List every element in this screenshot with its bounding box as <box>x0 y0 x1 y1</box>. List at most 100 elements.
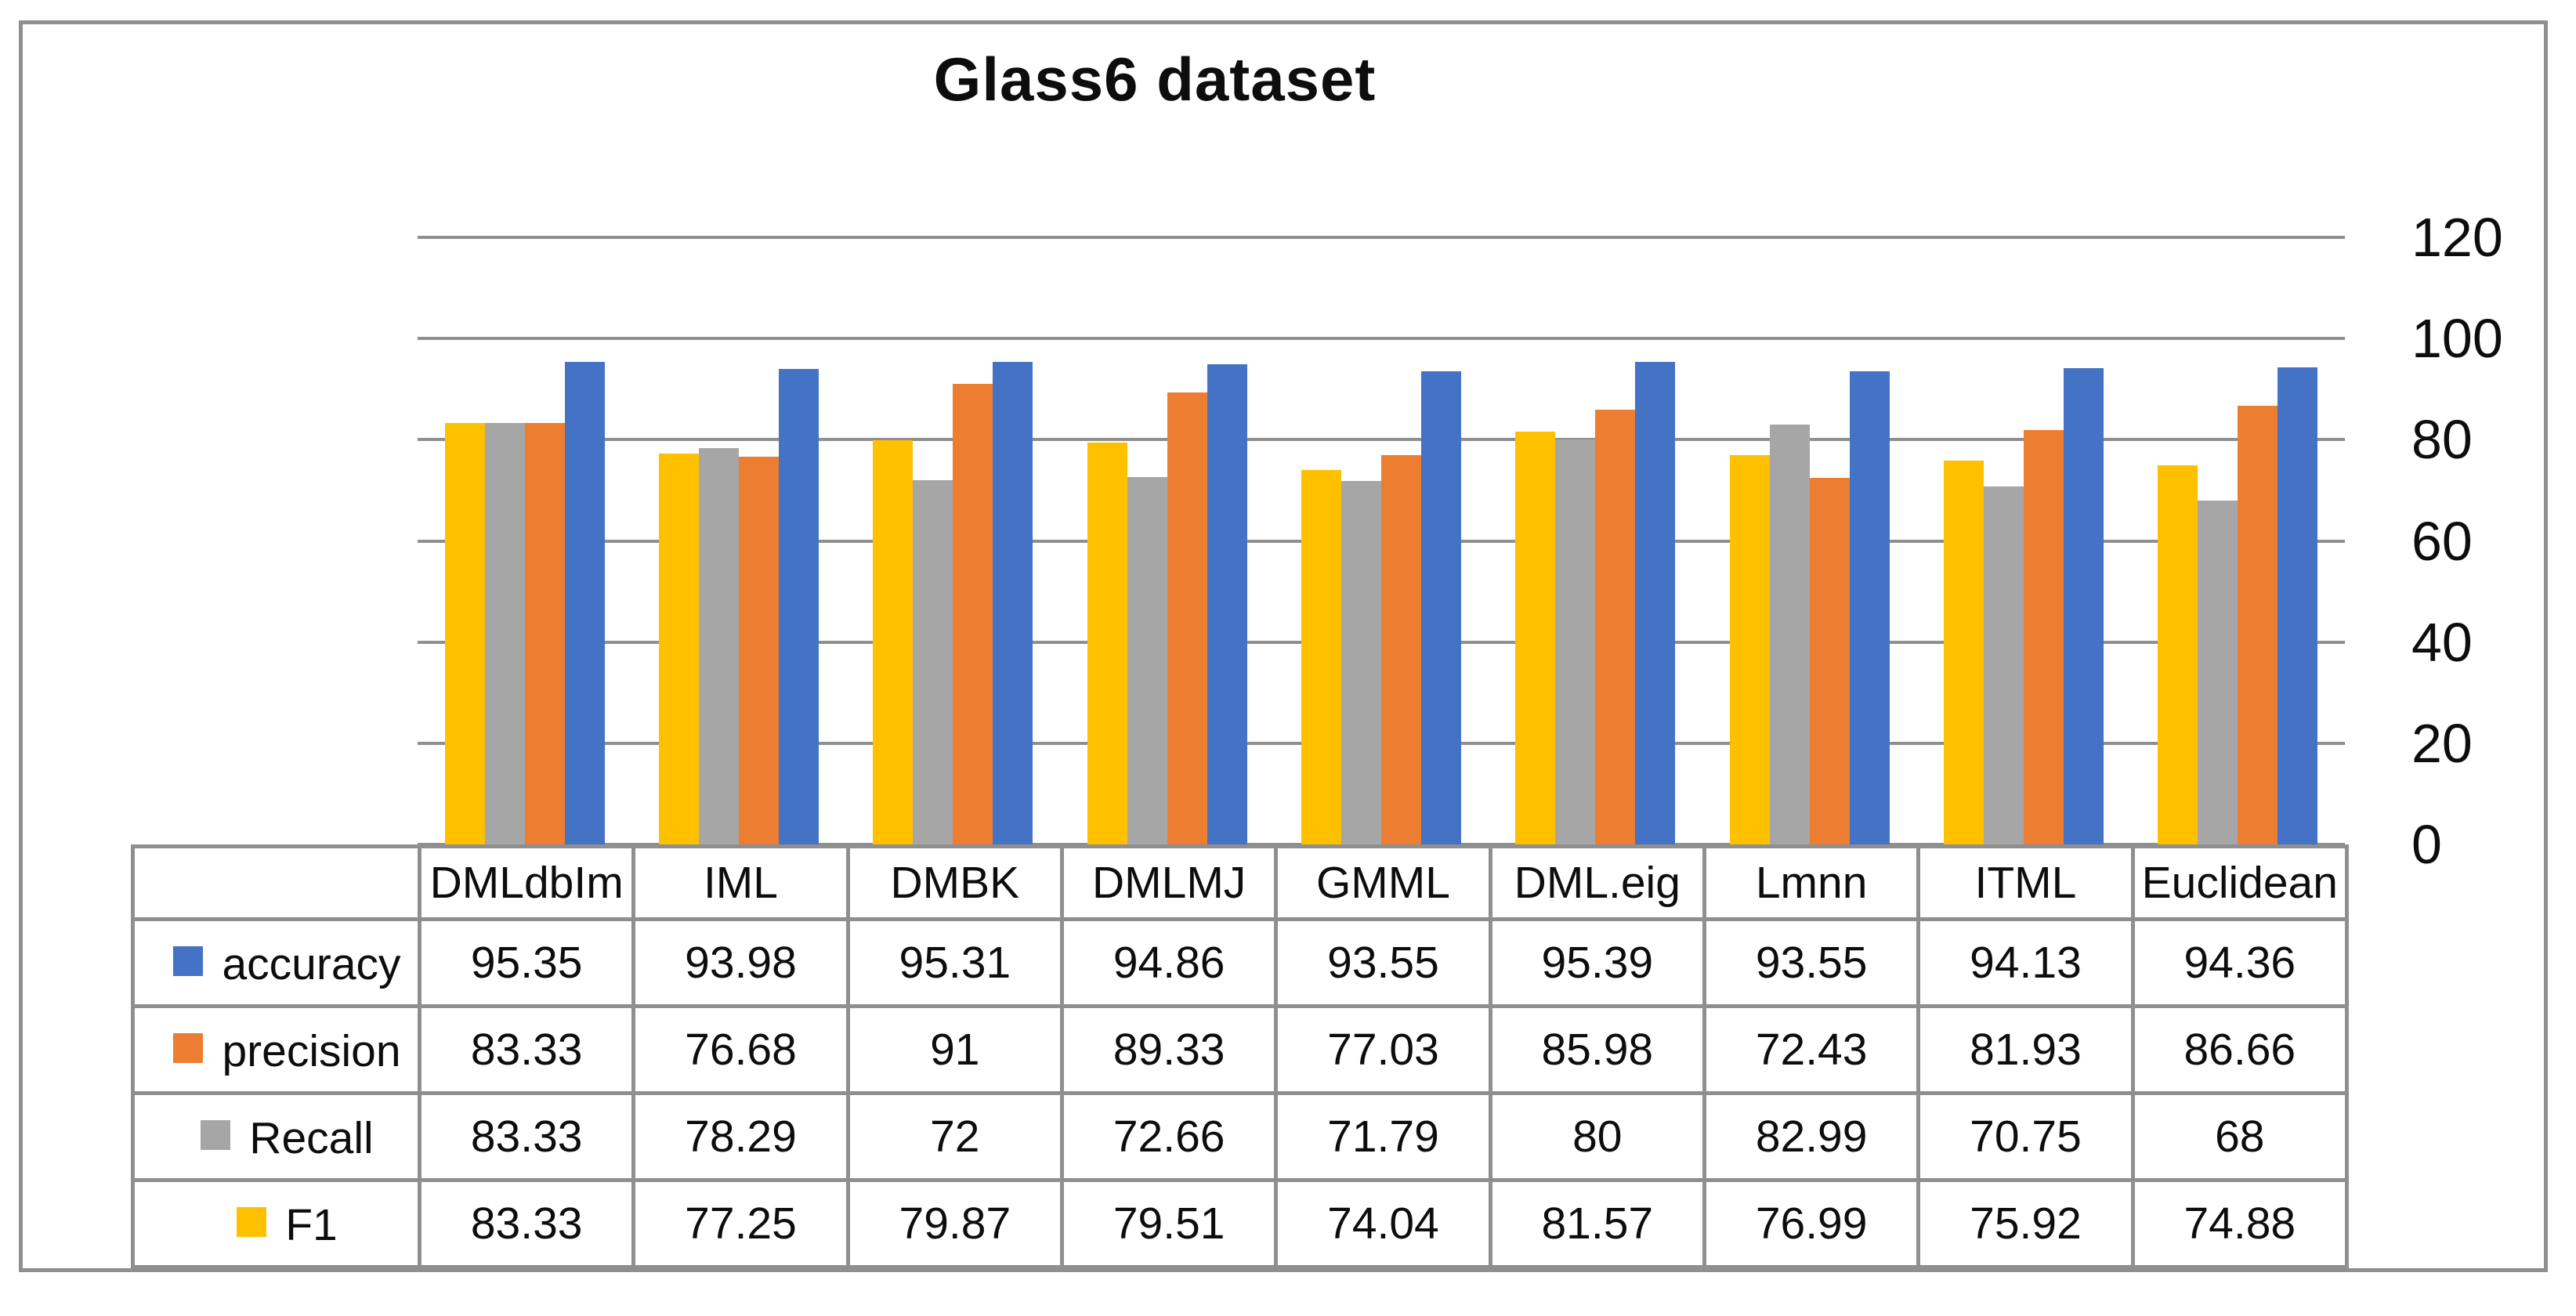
value-cell: 83.33 <box>417 1004 636 1095</box>
value-cell: 94.36 <box>2130 917 2349 1008</box>
Recall-bar <box>698 448 739 844</box>
value-cell: 91 <box>845 1004 1064 1095</box>
legend-cell-Recall: Recall <box>131 1091 421 1182</box>
y-tick-label: 60 <box>2411 510 2473 572</box>
value-cell: 70.75 <box>1916 1091 2135 1182</box>
plot-area <box>418 236 2345 846</box>
accuracy-bar <box>2063 368 2104 844</box>
F1-bar <box>1087 442 1127 844</box>
value-cell: 94.13 <box>1916 917 2135 1008</box>
gridline-0 <box>418 843 2345 846</box>
precision-bar <box>1380 454 1421 844</box>
legend-cell-accuracy: accuracy <box>131 917 421 1008</box>
category-cell: DML.eig <box>1488 844 1706 921</box>
accuracy-bar <box>564 362 605 844</box>
bar-group-DMBK <box>846 237 1060 844</box>
F1-bar <box>873 440 914 844</box>
accuracy-bar <box>993 362 1033 844</box>
y-tick-label: 0 <box>2411 814 2442 875</box>
bars-layer <box>418 237 2345 844</box>
value-cell: 74.88 <box>2130 1178 2349 1269</box>
y-tick-label: 20 <box>2411 712 2473 774</box>
F1-bar <box>2158 465 2198 844</box>
precision-bar <box>1167 392 1207 844</box>
series-row-F1: F1 83.33 77.25 79.87 79.51 74.04 81.57 76.99 75.… <box>131 1178 2349 1269</box>
value-cell: 78.29 <box>631 1091 850 1182</box>
y-tick-label: 40 <box>2411 611 2473 673</box>
Recall-bar <box>1769 425 1810 844</box>
value-cell: 79.51 <box>1059 1178 1279 1269</box>
value-cell: 83.33 <box>417 1178 636 1269</box>
legend-cell-precision: precision <box>131 1004 421 1095</box>
value-cell: 93.98 <box>631 917 850 1008</box>
bar-group-DML.eig <box>1489 237 1702 844</box>
value-cell: 74.04 <box>1274 1178 1492 1269</box>
gridline-80 <box>418 438 2345 442</box>
category-cell: DMBK <box>845 844 1064 921</box>
value-cell: 72.43 <box>1702 1004 1921 1095</box>
bar-group-Euclidean <box>2131 237 2345 844</box>
F1-bar <box>1515 432 1556 844</box>
value-cell: 93.55 <box>1702 917 1921 1008</box>
F1-legend-marker <box>237 1206 267 1237</box>
precision-bar <box>1809 478 1850 844</box>
F1-bar <box>444 422 485 844</box>
accuracy-bar <box>1420 371 1461 844</box>
value-cell: 83.33 <box>417 1091 636 1182</box>
bar-group-IML <box>631 237 845 844</box>
value-cell: 81.57 <box>1488 1178 1706 1269</box>
value-cell: 72.66 <box>1059 1091 1279 1182</box>
Recall-bar <box>2198 500 2238 844</box>
legend-label: accuracy <box>222 938 401 989</box>
accuracy-bar <box>1635 361 1676 844</box>
category-cell: IML <box>631 844 850 921</box>
F1-bar <box>658 454 699 844</box>
value-cell: 95.39 <box>1488 917 1706 1008</box>
value-cell: 82.99 <box>1702 1091 1921 1182</box>
value-cell: 80 <box>1488 1091 1706 1182</box>
F1-bar <box>1943 460 1984 844</box>
precision-bar <box>524 422 565 844</box>
Recall-bar <box>1983 486 2024 844</box>
y-tick-label: 120 <box>2411 207 2503 268</box>
value-cell: 85.98 <box>1488 1004 1706 1095</box>
Recall-bar <box>1340 481 1381 844</box>
bar-group-ITML <box>1916 237 2130 844</box>
value-cell: 93.55 <box>1274 917 1492 1008</box>
chart-title: Glass6 dataset <box>933 45 1377 114</box>
accuracy-bar <box>1849 371 1890 844</box>
accuracy-bar <box>2278 367 2318 844</box>
precision-bar <box>953 384 993 844</box>
value-cell: 89.33 <box>1059 1004 1279 1095</box>
y-tick-label: 100 <box>2411 308 2503 370</box>
series-row-precision: precision 83.33 76.68 91 89.33 77.03 85.98 72.4… <box>131 1004 2349 1095</box>
precision-bar <box>2023 429 2064 844</box>
legend-label: precision <box>222 1025 401 1076</box>
category-cell: GMML <box>1274 844 1492 921</box>
accuracy-bar <box>1207 364 1247 844</box>
Recall-legend-marker <box>201 1119 231 1150</box>
precision-bar <box>1595 409 1636 844</box>
table-corner-blank <box>131 844 421 921</box>
bar-group-Lmnn <box>1702 237 1916 844</box>
F1-bar <box>1301 469 1341 844</box>
legend-label: Recall <box>249 1112 374 1163</box>
value-cell: 86.66 <box>2130 1004 2349 1095</box>
precision-bar <box>2238 406 2278 844</box>
value-cell: 77.03 <box>1274 1004 1492 1095</box>
value-cell: 76.68 <box>631 1004 850 1095</box>
gridline-120 <box>418 236 2345 239</box>
series-row-accuracy: accuracy 95.35 93.98 95.31 94.86 93.55 95.39 93… <box>131 917 2349 1008</box>
legend-cell-F1: F1 <box>131 1178 421 1269</box>
value-cell: 77.25 <box>631 1178 850 1269</box>
value-cell: 95.31 <box>845 917 1064 1008</box>
value-cell: 68 <box>2130 1091 2349 1182</box>
value-cell: 71.79 <box>1274 1091 1492 1182</box>
Recall-bar <box>913 480 953 844</box>
y-tick-label: 80 <box>2411 409 2473 471</box>
Recall-bar <box>484 422 525 844</box>
value-cell: 81.93 <box>1916 1004 2135 1095</box>
category-cell: DMLdbIm <box>417 844 636 921</box>
precision-bar <box>738 456 779 844</box>
data-table: DMLdbIm IML DMBK DMLMJ GMML DML.eig Lmnn ITML Eu… <box>131 844 2349 1269</box>
